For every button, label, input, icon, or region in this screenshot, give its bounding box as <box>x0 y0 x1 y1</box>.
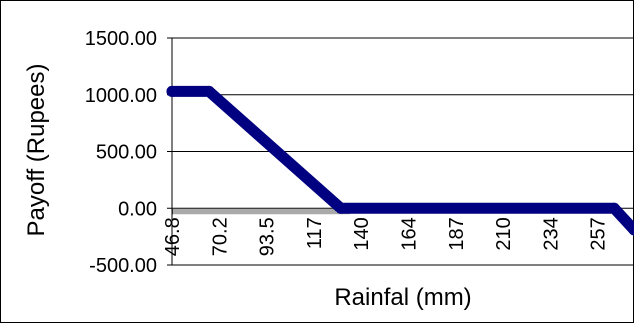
data-point <box>608 202 620 214</box>
x-tick-label: 210 <box>493 217 515 250</box>
y-tick-label: 1000.00 <box>85 85 157 107</box>
x-tick-label: 70.2 <box>209 217 231 256</box>
y-tick-label: 1500.00 <box>85 28 157 50</box>
x-tick-label: 187 <box>446 217 468 250</box>
y-tick-label: 500.00 <box>96 142 157 164</box>
x-tick-label: 257 <box>588 217 610 250</box>
data-point <box>166 85 178 97</box>
data-point <box>628 224 634 236</box>
x-tick-label: 140 <box>351 217 373 250</box>
x-tick-label: 46.8 <box>162 217 184 256</box>
x-tick-label: 234 <box>540 217 562 250</box>
y-axis-title: Payoff (Rupees) <box>23 64 50 237</box>
x-tick-label: 93.5 <box>257 217 279 256</box>
data-point <box>335 202 347 214</box>
y-tick-label: -500.00 <box>89 255 157 277</box>
y-tick-label: 0.00 <box>118 198 157 220</box>
x-minor-ticks <box>172 208 350 215</box>
x-tick-label: 117 <box>304 217 326 249</box>
data-point <box>203 85 215 97</box>
x-axis-title: Rainfal (mm) <box>334 284 471 311</box>
x-tick-label: 164 <box>399 217 421 250</box>
